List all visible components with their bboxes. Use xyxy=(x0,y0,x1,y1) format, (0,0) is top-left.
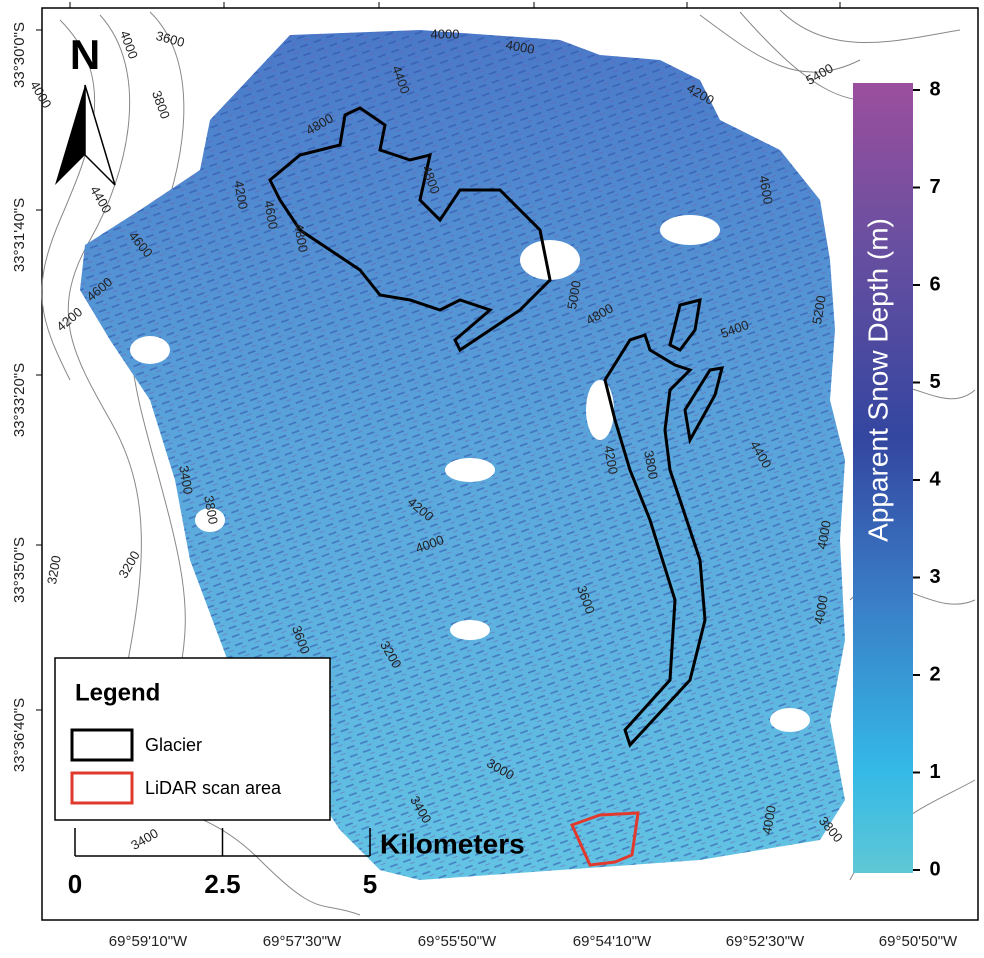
scale-bar-unit: Kilometers xyxy=(380,828,525,859)
contour-label: 5200 xyxy=(809,294,829,325)
contour-label: 4200 xyxy=(231,179,251,210)
contour-label: 4600 xyxy=(756,174,776,205)
longitude-label: 69°55'50"W xyxy=(418,933,497,950)
colorbar-tick-label: 0 xyxy=(929,858,940,880)
colorbar-tick-label: 5 xyxy=(929,371,940,393)
contour-label: 4200 xyxy=(601,444,621,475)
longitude-label: 69°50'50"W xyxy=(879,933,958,950)
colorbar-tick-label: 8 xyxy=(929,78,940,100)
contour-label: 4000 xyxy=(431,26,460,41)
colorbar-tick-label: 3 xyxy=(929,566,940,588)
contour-label: 3800 xyxy=(641,449,661,480)
contour-label: 3600 xyxy=(154,28,186,50)
contour-label: 3800 xyxy=(201,494,221,525)
latitude-label: 33°33'20"S xyxy=(11,363,28,437)
contour-label: 4000 xyxy=(811,594,831,625)
north-label: N xyxy=(70,31,100,78)
colorbar-tick-label: 1 xyxy=(929,761,940,783)
colorbar-tick-label: 4 xyxy=(929,468,941,490)
latitude-label: 33°30'0"S xyxy=(11,22,28,88)
contour-label: 4800 xyxy=(291,222,311,253)
contour-label: 4000 xyxy=(814,519,834,550)
legend-label: Glacier xyxy=(145,735,202,755)
contour-label: 4000 xyxy=(505,37,536,57)
colorbar-tick-label: 2 xyxy=(929,663,940,685)
glacier-outlines xyxy=(268,106,725,867)
scale-bar-label: 0 xyxy=(68,869,82,899)
colorbar-tick-label: 7 xyxy=(929,176,940,198)
legend-swatch xyxy=(70,771,134,805)
legend-swatch xyxy=(70,728,134,762)
contour-label: 4600 xyxy=(261,199,281,230)
longitude-label: 69°57'30"W xyxy=(263,933,342,950)
no-data-gaps xyxy=(130,215,810,732)
scale-bar-label: 2.5 xyxy=(204,869,240,899)
legend: Legend xyxy=(54,657,331,821)
longitude-label: 69°52'30"W xyxy=(726,933,805,950)
latitude-label: 33°36'40"S xyxy=(11,698,28,772)
longitude-label: 69°54'10"W xyxy=(573,933,652,950)
colorbar-tick-label: 6 xyxy=(929,273,940,295)
contour-label: 3200 xyxy=(44,554,64,585)
colorbar-title: Apparent Snow Depth (m) xyxy=(862,218,893,542)
latitude-label: 33°35'0"S xyxy=(11,537,28,603)
longitude-label: 69°59'10"W xyxy=(109,933,188,950)
latitude-label: 33°31'40"S xyxy=(11,198,28,272)
legend-label: LiDAR scan area xyxy=(145,778,282,798)
colorbar: Apparent Snow Depth (m) 0 1 2 3 4 5 6 7 8 xyxy=(853,78,941,880)
north-arrow: N xyxy=(55,31,116,186)
legend-title: Legend xyxy=(75,679,160,706)
contour-label: 3400 xyxy=(176,464,196,495)
scale-bar-label: 5 xyxy=(363,869,377,899)
contour-label: 5000 xyxy=(564,279,584,310)
contour-label: 4000 xyxy=(759,804,779,835)
colorbar-ramp xyxy=(853,83,913,873)
legend-box xyxy=(54,657,331,821)
